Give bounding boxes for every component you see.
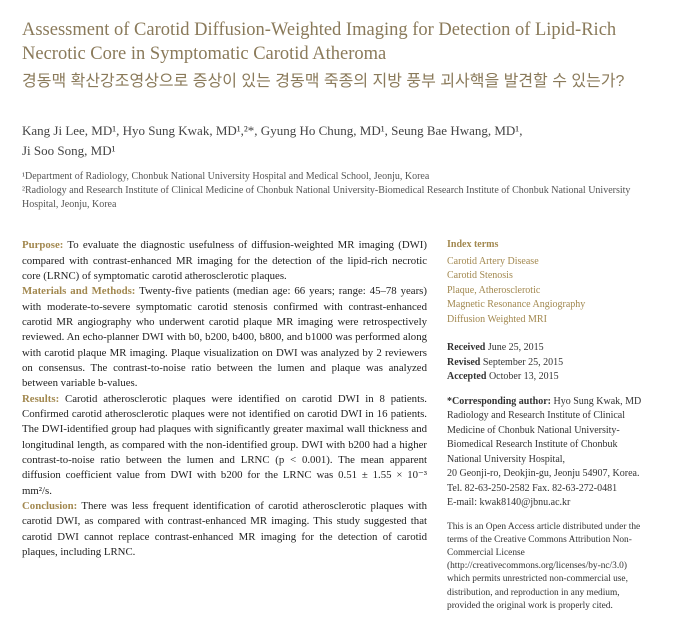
- received-label: Received: [447, 342, 485, 353]
- dates-block: Received June 25, 2015 Revised September…: [447, 341, 652, 385]
- corresponding-address: 20 Geonji-ro, Deokjin-gu, Jeonju 54907, …: [447, 467, 652, 482]
- revised-date: September 25, 2015: [480, 357, 563, 368]
- received-date: June 25, 2015: [485, 342, 543, 353]
- affiliations-block: ¹Department of Radiology, Chonbuk Nation…: [22, 170, 652, 212]
- results-text: Carotid atherosclerotic plaques were ide…: [22, 393, 427, 497]
- license-text: This is an Open Access article distribut…: [447, 521, 652, 613]
- conclusion-text: There was less frequent identification o…: [22, 500, 427, 558]
- materials-methods-label: Materials and Methods:: [22, 285, 135, 297]
- conclusion-label: Conclusion:: [22, 500, 77, 512]
- revised-label: Revised: [447, 357, 480, 368]
- index-term: Plaque, Atherosclerotic: [447, 284, 652, 299]
- results-label: Results:: [22, 393, 59, 405]
- index-term: Diffusion Weighted MRI: [447, 313, 652, 328]
- authors-line: Ji Soo Song, MD¹: [22, 141, 652, 161]
- index-term: Magnetic Resonance Angiography: [447, 298, 652, 313]
- index-term: Carotid Artery Disease: [447, 255, 652, 270]
- corresponding-author-block: *Corresponding author: Hyo Sung Kwak, MD…: [447, 395, 652, 511]
- affiliation: ¹Department of Radiology, Chonbuk Nation…: [22, 170, 652, 184]
- accepted-date: October 13, 2015: [486, 371, 558, 382]
- corresponding-name: Hyo Sung Kwak, MD: [551, 396, 641, 407]
- authors-line: Kang Ji Lee, MD¹, Hyo Sung Kwak, MD¹,²*,…: [22, 121, 652, 141]
- accepted-label: Accepted: [447, 371, 486, 382]
- index-term: Carotid Stenosis: [447, 269, 652, 284]
- title-korean: 경동맥 확산강조영상으로 증상이 있는 경동맥 죽종의 지방 풍부 괴사핵을 발…: [22, 70, 652, 93]
- corresponding-email: E-mail: kwak8140@jbnu.ac.kr: [447, 496, 652, 511]
- corresponding-tel-fax: Tel. 82-63-250-2582 Fax. 82-63-272-0481: [447, 482, 652, 497]
- purpose-text: To evaluate the diagnostic usefulness of…: [22, 239, 427, 282]
- sidebar-column: Index terms Carotid Artery Disease Carot…: [447, 238, 652, 613]
- title-english: Assessment of Carotid Diffusion-Weighted…: [22, 18, 652, 66]
- affiliation: ²Radiology and Research Institute of Cli…: [22, 184, 652, 212]
- corresponding-address: Radiology and Research Institute of Clin…: [447, 409, 652, 467]
- purpose-label: Purpose:: [22, 239, 63, 251]
- abstract-column: Purpose: To evaluate the diagnostic usef…: [22, 238, 427, 613]
- index-terms-list: Carotid Artery Disease Carotid Stenosis …: [447, 255, 652, 328]
- materials-methods-text: Twenty-five patients (median age: 66 yea…: [22, 285, 427, 389]
- corresponding-label: *Corresponding author:: [447, 396, 551, 407]
- index-terms-heading: Index terms: [447, 238, 652, 253]
- content-row: Purpose: To evaluate the diagnostic usef…: [22, 238, 652, 613]
- authors-block: Kang Ji Lee, MD¹, Hyo Sung Kwak, MD¹,²*,…: [22, 121, 652, 160]
